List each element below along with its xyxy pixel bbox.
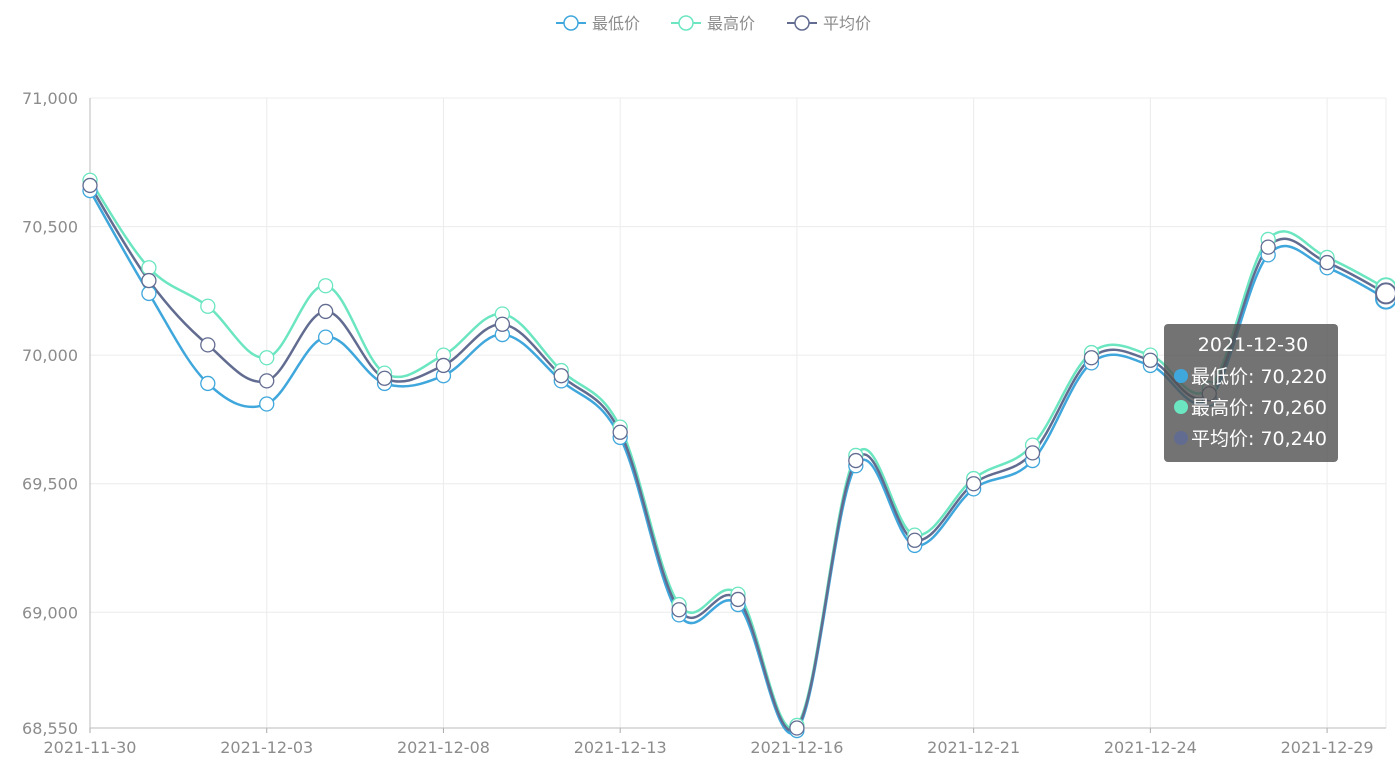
data-point-avg[interactable] xyxy=(317,303,334,320)
data-point-avg[interactable] xyxy=(1083,350,1100,366)
tooltip-title: 2021-12-30 xyxy=(1197,334,1309,356)
data-point-avg[interactable] xyxy=(789,720,805,736)
legend-label-avg[interactable]: 平均价 xyxy=(823,14,871,33)
data-point-avg[interactable] xyxy=(1319,254,1335,271)
data-point-high[interactable] xyxy=(259,350,275,366)
data-point-low[interactable] xyxy=(141,285,157,302)
data-point-avg[interactable] xyxy=(200,337,216,353)
x-tick-label: 2021-12-08 xyxy=(397,738,490,757)
data-point-avg[interactable] xyxy=(1260,239,1276,255)
x-tick-label: 2021-11-30 xyxy=(44,738,137,757)
tooltip-row-low: 最低价: 70,220 xyxy=(1174,360,1332,391)
data-point-low[interactable] xyxy=(317,329,334,345)
tooltip: 2021-12-30 最低价: 70,220 最高价: 70,260 平均价: … xyxy=(1164,324,1338,462)
data-point-avg[interactable] xyxy=(141,272,157,289)
data-point-avg[interactable] xyxy=(553,368,569,384)
tooltip-row-high: 最高价: 70,260 xyxy=(1174,391,1332,422)
x-tick-label: 2021-12-21 xyxy=(927,738,1020,757)
y-tick-label: 70,000 xyxy=(22,346,78,365)
y-tick-label: 68,550 xyxy=(22,719,78,738)
data-point-avg[interactable] xyxy=(965,476,982,492)
axes: 71,00070,50070,00069,50069,00068,5502021… xyxy=(22,89,1386,757)
tooltip-label-avg: 平均价: 70,240 xyxy=(1191,428,1327,450)
tooltip-label-high: 最高价: 70,260 xyxy=(1191,397,1327,419)
data-point-low[interactable] xyxy=(200,375,216,392)
data-point-avg[interactable] xyxy=(848,452,864,469)
data-point-avg[interactable] xyxy=(1024,445,1041,461)
data-point-avg[interactable] xyxy=(612,424,628,440)
data-point-avg[interactable] xyxy=(494,316,511,332)
x-tick-label: 2021-12-03 xyxy=(220,738,313,757)
y-tick-label: 69,000 xyxy=(22,603,78,622)
x-tick-label: 2021-12-13 xyxy=(574,738,667,757)
x-tick-label: 2021-12-24 xyxy=(1104,738,1197,757)
tooltip-dot-high xyxy=(1174,399,1188,414)
tooltip-label-low: 最低价: 70,220 xyxy=(1191,366,1327,388)
x-tick-label: 2021-12-16 xyxy=(750,738,843,757)
y-tick-label: 71,000 xyxy=(22,89,78,108)
legend-label-high[interactable]: 最高价 xyxy=(707,14,755,33)
legend-marker-high[interactable] xyxy=(678,15,694,31)
legend-marker-low[interactable] xyxy=(563,15,579,31)
data-point-avg[interactable] xyxy=(82,177,98,194)
data-point-avg[interactable] xyxy=(671,602,687,618)
legend[interactable]: 最低价 最高价 平均价 xyxy=(556,14,871,33)
data-point-avg[interactable] xyxy=(1375,282,1395,305)
tooltip-dot-low xyxy=(1174,368,1188,383)
data-point-avg[interactable] xyxy=(730,591,746,608)
y-tick-label: 70,500 xyxy=(22,218,78,237)
legend-label-low[interactable]: 最低价 xyxy=(592,14,640,33)
y-tick-label: 69,500 xyxy=(22,475,78,494)
data-point-high[interactable] xyxy=(317,278,334,294)
series-line-low xyxy=(88,189,1387,735)
x-tick-label: 2021-12-29 xyxy=(1281,738,1374,757)
data-point-high[interactable] xyxy=(141,260,157,276)
data-point-low[interactable] xyxy=(259,396,275,412)
data-point-avg[interactable] xyxy=(259,373,275,389)
data-point-avg[interactable] xyxy=(907,532,923,548)
data-point-avg[interactable] xyxy=(1142,352,1159,368)
legend-marker-avg[interactable] xyxy=(794,15,810,31)
data-point-high[interactable] xyxy=(200,298,216,314)
data-point-avg[interactable] xyxy=(435,357,452,374)
data-point-avg[interactable] xyxy=(376,370,393,386)
tooltip-dot-avg xyxy=(1174,430,1188,445)
tooltip-row-avg: 平均价: 70,240 xyxy=(1174,422,1332,453)
